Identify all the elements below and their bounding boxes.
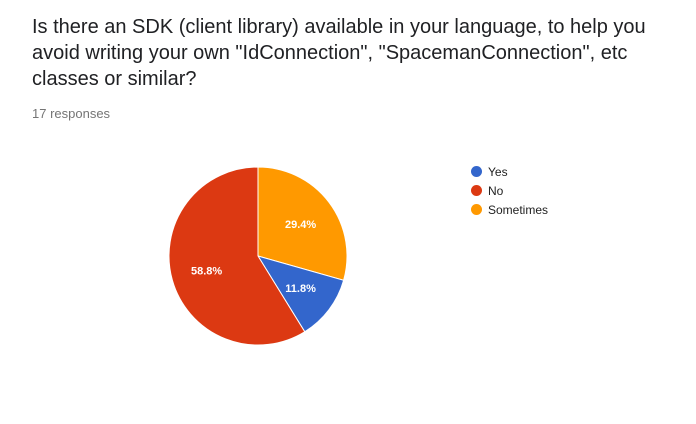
legend-item-sometimes: Sometimes (471, 200, 548, 219)
pie-label-no: 58.8% (191, 266, 222, 278)
pie-slice-sometimes (257, 166, 348, 281)
question-title: Is there an SDK (client library) availab… (32, 16, 646, 90)
legend-swatch (471, 185, 482, 196)
legend-swatch (471, 166, 482, 177)
pie-label-yes: 11.8% (285, 283, 316, 295)
chart-legend: Yes No Sometimes (471, 162, 548, 219)
legend-item-yes: Yes (471, 162, 548, 181)
legend-label: No (488, 183, 504, 198)
legend-swatch (471, 204, 482, 215)
pie-slice-yes (256, 255, 345, 333)
legend-label: Yes (488, 164, 508, 179)
response-count: 17 responses (32, 106, 111, 121)
pie-label-sometimes: 29.4% (285, 219, 316, 231)
legend-item-no: No (471, 181, 548, 200)
pie-slice-no (168, 166, 306, 346)
legend-label: Sometimes (488, 202, 549, 217)
